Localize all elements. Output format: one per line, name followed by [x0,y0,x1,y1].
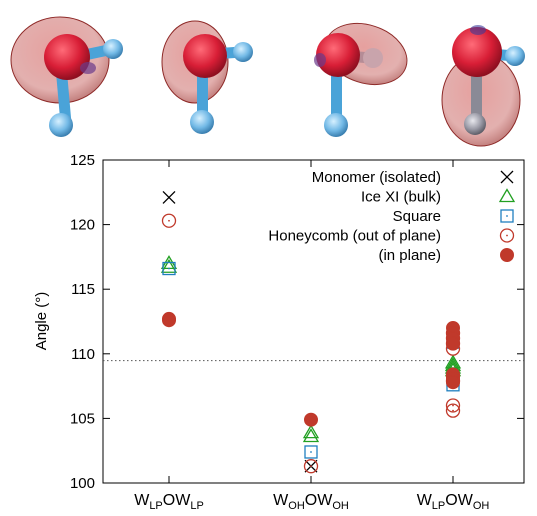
square-shape [304,445,318,459]
data-point-circle-open [161,213,177,228]
circle-shape [499,228,515,243]
circle-shape [303,459,319,474]
x-tick-label-part: OW [305,492,333,509]
legend: Monomer (isolated) Ice XI (bulk) Square Hon… [268,169,516,264]
x-tick-label-part: LP [190,500,203,511]
molecule-render-1 [10,16,123,137]
x-tick-label-part: W [134,492,150,509]
legend-label: Monomer (isolated) [312,169,441,186]
data-point-circle-filled [446,336,460,351]
square-center-dot [506,215,508,217]
x-tick-label: WLPOWLP [134,492,204,511]
molecule-render-3 [314,23,408,137]
x-tick-label-part: W [273,492,289,509]
x-tick-label-part: OH [332,500,349,511]
x-tick-label: WOHOWOH [273,492,349,511]
circle-center-dot [310,465,312,468]
x-tick-label-part: LP [432,500,445,511]
filled-circle-shape [304,412,318,427]
legend-label: Square [393,208,441,225]
data-point-square [162,261,176,276]
circle-center-dot [452,404,454,407]
x-tick-label-part: OW [445,492,473,509]
circle-center-dot [168,219,170,222]
legend-label: Ice XI (bulk) [361,189,441,206]
circle-shape [445,398,461,413]
x-tick-label-part: W [417,492,433,509]
data-point-circle-open [445,403,461,418]
plot-frame [102,159,525,484]
data-point-square [304,445,318,459]
cross-stroke [162,191,176,204]
x-tick-label-part: OW [163,492,191,509]
legend-marker-circle-filled [500,248,514,262]
x-tick-label-part: LP [149,500,162,511]
y-tick-label: 105 [70,410,95,427]
data-point-triangle [302,428,320,443]
square-shape [162,261,176,276]
data-point-circle-filled [162,313,176,328]
data-point-circle-open [303,459,319,474]
legend-marker-triangle [498,188,516,203]
data-point-circle-filled [446,375,460,390]
cross-stroke [500,170,514,184]
data-point-triangle [302,424,320,439]
x-tick-label-part: OH [288,500,305,511]
triangle-shape [302,428,320,443]
data-point-circle-open [445,398,461,413]
legend-label: Honeycomb (out of plane) [268,228,441,245]
x-tick-label: WLPOWOH [417,492,490,511]
data-point-cross [162,191,176,204]
filled-circle-shape [500,248,514,262]
x-axis: WLPOWLP WOHOWOH WLPOWOH [134,160,490,512]
x-tick-label-part: OH [473,500,490,511]
y-tick-label: 120 [70,217,95,234]
data-point-triangle [160,258,178,273]
y-tick-label: 100 [70,475,95,492]
triangle-shape [160,258,178,273]
y-axis-label: Angle (°) [33,292,50,351]
y-axis: 100 105 110 115 120 125 Angle (°) [33,152,524,492]
filled-circle-shape [446,375,460,390]
square-center-dot [168,267,170,270]
square-shape [500,209,514,223]
data-points [160,191,462,474]
circle-center-dot [506,234,508,237]
legend-marker-square [500,209,514,223]
filled-circle-shape [446,336,460,351]
y-tick-label: 110 [71,346,95,363]
filled-circle-shape [162,313,176,328]
legend-marker-cross [500,170,514,184]
data-point-circle-filled [304,412,318,427]
legend-label: (in plane) [378,247,441,264]
circle-center-dot [452,409,454,412]
square-center-dot [310,451,312,453]
y-tick-label: 115 [71,281,95,298]
circle-shape [161,213,177,228]
triangle-shape [302,424,320,439]
triangle-shape [498,188,516,203]
legend-marker-circle-open [499,228,515,243]
molecule-render-4 [441,25,525,147]
molecule-render-2 [161,20,253,134]
circle-shape [445,403,461,418]
y-tick-label: 125 [70,152,95,169]
